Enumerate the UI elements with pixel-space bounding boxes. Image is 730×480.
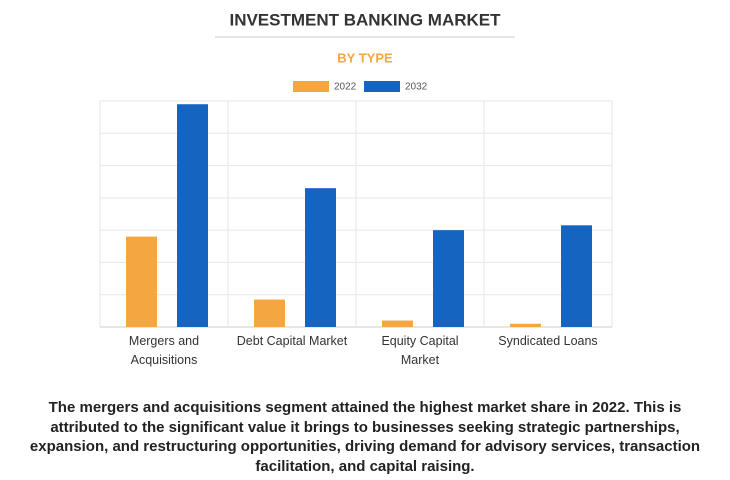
legend-swatch <box>293 81 329 92</box>
bar <box>126 236 157 327</box>
chart-subtitle: BY TYPE <box>337 50 393 65</box>
bar <box>305 188 336 327</box>
x-tick-label: Syndicated Loans <box>498 334 598 348</box>
legend-swatch <box>364 81 400 92</box>
description: The mergers and acquisitions segment att… <box>29 399 701 475</box>
bar <box>177 104 208 327</box>
bar <box>433 230 464 327</box>
x-tick-label: Mergers and Acquisitions <box>128 334 200 367</box>
chart: INVESTMENT BANKING MARKET BY TYPE 2022 20… <box>99 10 613 328</box>
x-tick-label: Debt Capital Market <box>236 334 348 348</box>
bar <box>382 320 413 327</box>
legend-label: 2022 <box>334 82 357 93</box>
bar <box>510 323 541 327</box>
bar <box>254 299 285 327</box>
legend-label: 2032 <box>405 82 428 93</box>
chart-title: INVESTMENT BANKING MARKET <box>229 10 501 29</box>
bar <box>561 225 592 327</box>
x-tick-label: Equity Capital Market <box>381 334 459 367</box>
